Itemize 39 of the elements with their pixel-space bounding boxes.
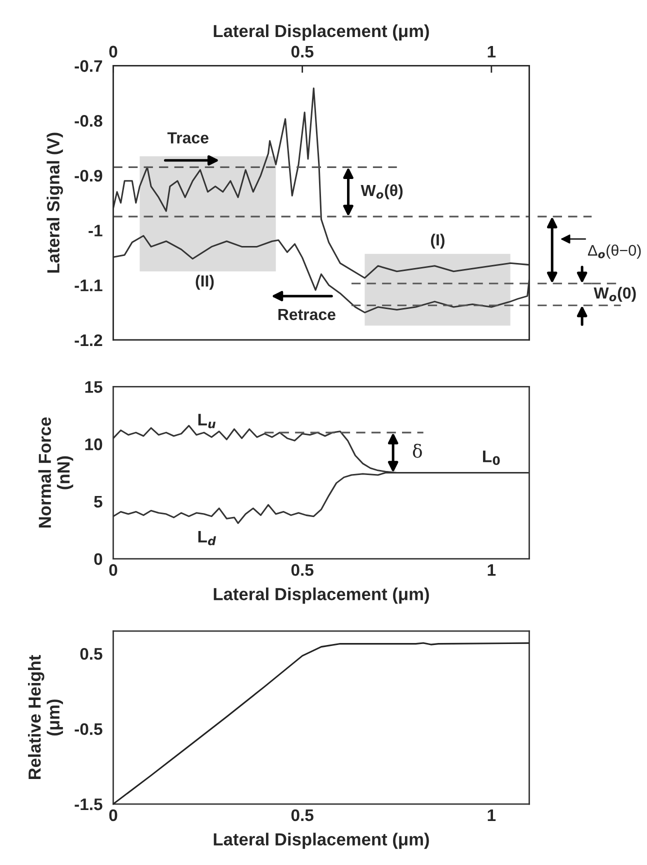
annotation: (I)	[430, 234, 444, 249]
annotation: W$_{o}$(θ)	[360, 184, 403, 200]
x-axis-title: Lateral Displacement (μm)	[214, 832, 429, 849]
x2-tick-label: 0	[109, 46, 118, 58]
x-tick-label: 0	[109, 564, 118, 576]
y-tick-label: -1	[88, 224, 102, 236]
y-tick-label: -0.9	[74, 170, 102, 182]
annotation: Retrace	[278, 309, 336, 320]
annotation: L$_{d}$	[198, 530, 216, 546]
y-tick-label: 0	[94, 553, 102, 565]
y-tick-label: -1.5	[74, 798, 102, 810]
text: Δ$_{o}$(θ−0)	[588, 244, 641, 259]
x2-tick-label: 1	[488, 46, 496, 58]
x-tick-label: 1	[488, 809, 496, 821]
x-tick-label: 0.5	[291, 809, 314, 822]
y-tick-label: 15	[85, 381, 102, 393]
x-tick-label: 1	[488, 564, 496, 576]
annotation: (II)	[196, 274, 214, 290]
y-axis-title: Lateral Signal (V)	[46, 132, 63, 273]
text: W$_{o}$(0)	[594, 286, 636, 302]
y-tick-label: -0.8	[74, 114, 102, 127]
y-tick-label: 10	[85, 438, 102, 450]
annotation: Trace	[167, 132, 208, 144]
x2-axis-title: Lateral Displacement (μm)	[214, 24, 429, 41]
y-tick-label: 5	[94, 496, 102, 508]
y-tick-label: 0.5	[80, 648, 102, 660]
y-tick-label: -1.2	[74, 334, 102, 346]
y-tick-label: -1.1	[74, 280, 102, 292]
annotation: L$_{u}$	[198, 414, 216, 428]
annotation: δ	[412, 444, 422, 458]
y-axis-title: Normal Force (nN)	[38, 417, 74, 528]
y-tick-label: -0.5	[74, 723, 102, 736]
annotation: L$_{0}$	[483, 450, 500, 465]
x2-tick-label: 0.5	[291, 46, 314, 58]
x-tick-label: 0	[109, 809, 118, 822]
x-tick-label: 0.5	[291, 564, 314, 576]
x-axis-title: Lateral Displacement (μm)	[214, 588, 429, 604]
y-tick-label: -0.7	[74, 60, 102, 72]
y-axis-title: Relative Height (μm)	[28, 655, 63, 780]
